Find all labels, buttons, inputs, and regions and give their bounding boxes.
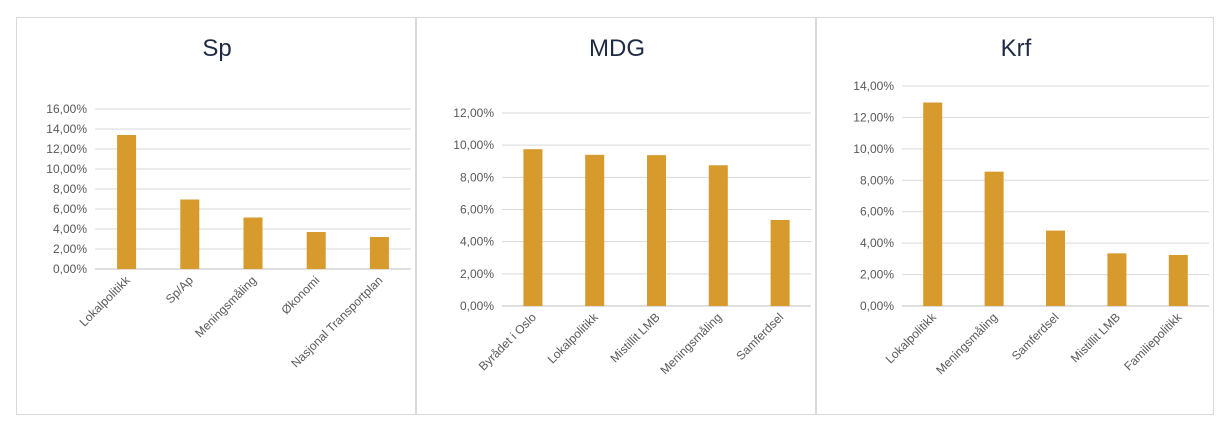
y-tick-label: 0,00% <box>53 262 87 276</box>
y-tick-label: 10,00% <box>853 142 894 156</box>
y-tick-label: 4,00% <box>460 235 494 249</box>
chart-title: Krf <box>1001 35 1032 62</box>
y-tick-label: 14,00% <box>46 122 87 136</box>
y-tick-label: 2,00% <box>860 268 894 282</box>
x-tick-label: Sp/Ap <box>163 273 196 306</box>
y-tick-label: 8,00% <box>53 182 87 196</box>
bar <box>708 165 728 306</box>
chart-panel-krf: Krf 0,00% 2,00% 4,00% 6,00% 8,00% 10,00% 12,00%… <box>816 17 1214 415</box>
bar <box>117 135 137 269</box>
y-tick-label: 6,00% <box>860 205 894 219</box>
chart-title: MDG <box>589 35 645 62</box>
y-tick-label: 0,00% <box>460 299 494 313</box>
y-tick-label: 10,00% <box>453 138 494 152</box>
bar <box>770 219 790 306</box>
y-tick-label: 12,00% <box>453 106 494 120</box>
y-tick-label: 6,00% <box>53 202 87 216</box>
x-tick-label: Samferdsel <box>733 310 786 363</box>
x-tick-label: Meningsmåling <box>657 310 724 377</box>
chart-mdg: MDG 0,00% 2,00% 4,00% 6,00% 8,00% 10,00% 12,00%… <box>453 35 811 377</box>
bar <box>1168 254 1188 306</box>
chart-panel-sp: Sp 0,00% 2,00% 4,00% 6,00% 8,00% 10,00% 12,00% 1… <box>16 17 416 415</box>
y-tick-label: 0,00% <box>860 299 894 313</box>
y-tick-label: 4,00% <box>860 236 894 250</box>
chart-panel-mdg: MDG 0,00% 2,00% 4,00% 6,00% 8,00% 10,00% 12,00%… <box>416 17 816 415</box>
bar <box>369 237 389 269</box>
bar <box>647 155 666 306</box>
y-tick-label: 8,00% <box>460 170 494 184</box>
y-tick-label: 14,00% <box>853 79 894 93</box>
x-tick-label: Lokalpolitikk <box>883 310 940 367</box>
bar <box>585 154 605 306</box>
x-tick-label: Samferdsel <box>1009 310 1062 363</box>
chart-sp: Sp 0,00% 2,00% 4,00% 6,00% 8,00% 10,00% 12,00% 1… <box>46 35 411 370</box>
chart-krf: Krf 0,00% 2,00% 4,00% 6,00% 8,00% 10,00% 12,00%… <box>853 35 1209 377</box>
x-tick-label: Byrådet i Oslo <box>476 310 539 373</box>
x-tick-label: Økonomi <box>278 273 322 317</box>
y-tick-label: 2,00% <box>53 242 87 256</box>
x-tick-label: Lokalpolitikk <box>77 273 134 330</box>
y-tick-label: 12,00% <box>853 110 894 124</box>
y-tick-label: 4,00% <box>53 222 87 236</box>
bar <box>306 232 326 269</box>
bar <box>1046 230 1065 306</box>
y-tick-label: 16,00% <box>46 102 87 116</box>
x-tick-label: Lokalpolitikk <box>545 310 602 367</box>
x-tick-label: Meningsmåling <box>192 273 259 340</box>
x-tick-label: Mistillit LMB <box>607 310 662 365</box>
bar <box>984 171 1004 306</box>
x-tick-label: Familiepolitikk <box>1121 310 1185 374</box>
y-tick-label: 10,00% <box>46 162 87 176</box>
bar <box>523 149 543 306</box>
chart-title: Sp <box>202 35 231 62</box>
x-tick-label: Meningsmåling <box>933 310 1000 377</box>
y-tick-label: 8,00% <box>860 173 894 187</box>
bar <box>243 217 263 269</box>
x-tick-label: Mistillit LMB <box>1068 310 1123 365</box>
bar <box>180 199 200 269</box>
y-tick-label: 12,00% <box>46 142 87 156</box>
y-tick-label: 6,00% <box>460 203 494 217</box>
y-tick-label: 2,00% <box>460 267 494 281</box>
bar <box>923 102 943 306</box>
bar <box>1107 253 1127 306</box>
